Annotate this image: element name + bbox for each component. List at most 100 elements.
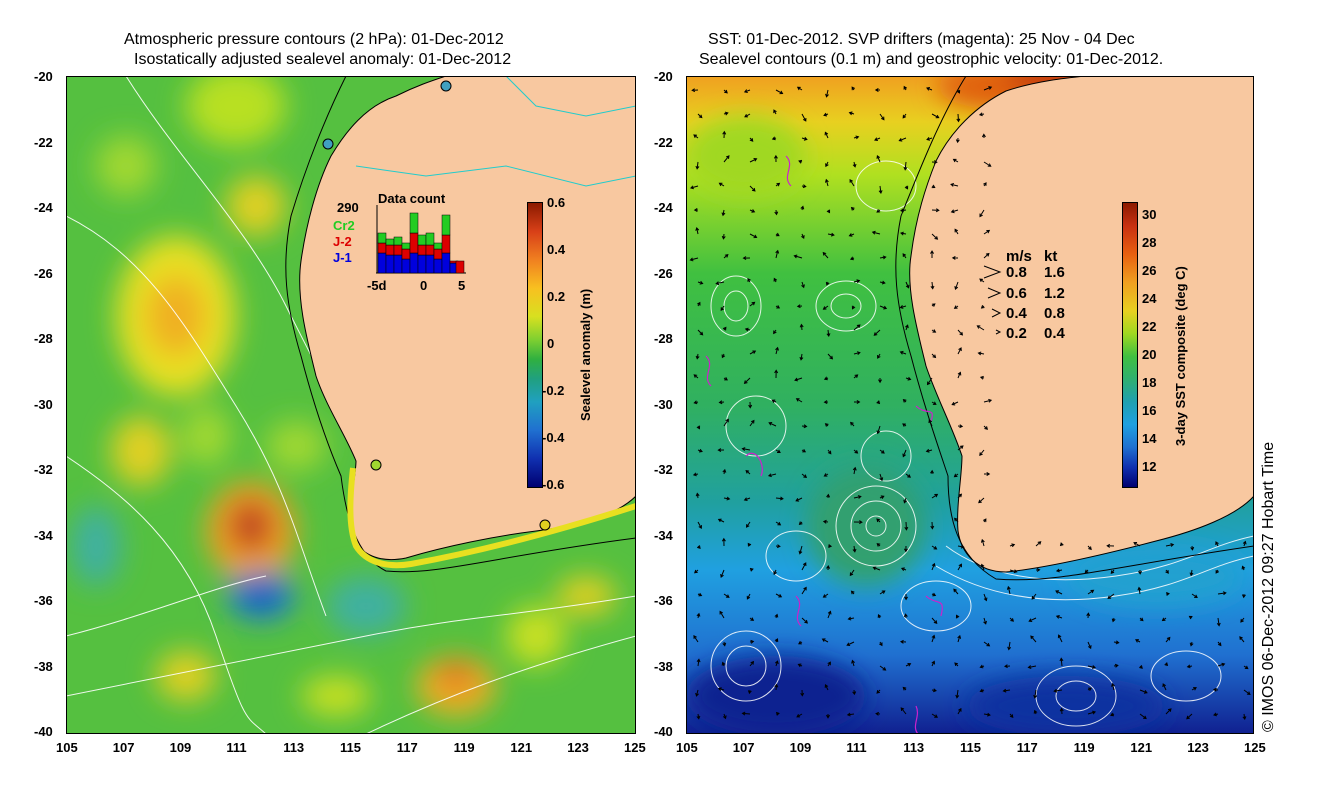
- velocity-arrow: [689, 257, 699, 262]
- velocity-arrow: [957, 329, 964, 336]
- velocity-arrow: [1031, 593, 1037, 600]
- inset-title: Data count: [378, 191, 446, 206]
- velocity-arrow: [979, 664, 985, 669]
- velocity-arrow: [774, 613, 779, 619]
- colorbar-tick-label: 12: [1142, 459, 1157, 474]
- velocity-arrow: [749, 209, 756, 213]
- left-title-line1: Atmospheric pressure contours (2 hPa): 0…: [124, 31, 504, 48]
- velocity-arrow: [957, 424, 964, 429]
- velocity-arrow: [774, 209, 779, 216]
- velocity-arrow: [697, 280, 704, 285]
- velocity-legend-header-ms: m/s: [1006, 248, 1032, 265]
- y-tick-label: -32: [654, 462, 673, 477]
- velocity-arrow: [1035, 541, 1042, 547]
- velocity-arrow: [902, 423, 907, 427]
- velocity-arrow: [876, 543, 881, 547]
- velocity-arrow: [723, 155, 730, 163]
- velocity-arrow: [749, 301, 756, 307]
- velocity-arrow: [955, 614, 960, 619]
- velocity-arrow: [693, 208, 699, 213]
- velocity-arrow: [771, 136, 777, 141]
- y-tick-label: -22: [34, 134, 53, 150]
- x-tick-label: 107: [732, 740, 755, 755]
- velocity-arrow: [824, 178, 829, 187]
- velocity-arrow: [1165, 708, 1172, 715]
- velocity-arrow: [1241, 565, 1246, 571]
- velocity-arrow: [827, 449, 832, 455]
- velocity-arrow: [695, 492, 700, 499]
- velocity-arrow: [744, 327, 751, 332]
- velocity-arrow: [1057, 634, 1063, 643]
- velocity-arrow: [1009, 543, 1016, 548]
- velocity-arrow: [1087, 710, 1097, 715]
- velocity-arrow: [904, 593, 909, 601]
- velocity-arrow: [980, 563, 985, 571]
- velocity-arrow: [771, 399, 777, 404]
- velocity-arrow: [774, 369, 779, 379]
- velocity-arrow: [1006, 585, 1011, 595]
- inset-x-tick-0: 0: [420, 278, 428, 293]
- velocity-arrow: [983, 398, 993, 403]
- velocity-arrow: [721, 661, 726, 667]
- velocity-arrow: [827, 232, 835, 237]
- y-tick-label: -28: [654, 331, 673, 346]
- velocity-arrow: [823, 376, 829, 381]
- velocity-arrow: [879, 665, 887, 671]
- velocity-arrow: [1165, 569, 1169, 574]
- velocity-arrow: [905, 324, 909, 331]
- velocity-arrow: [931, 329, 937, 333]
- x-tick-label: 105: [676, 740, 698, 755]
- velocity-arrow: [931, 634, 936, 643]
- velocity-arrow: [773, 329, 777, 335]
- velocity-arrow: [697, 113, 703, 119]
- velocity-arrow: [978, 497, 985, 504]
- velocity-arrow: [853, 495, 862, 499]
- velocity-arrow: [748, 401, 753, 409]
- y-tick-label: -30: [34, 396, 53, 412]
- velocity-arrow: [979, 209, 985, 218]
- velocity-arrow: [931, 562, 936, 571]
- velocity-arrow: [954, 517, 959, 523]
- velocity-arrow: [1216, 617, 1221, 627]
- left-title-line2: Isostatically adjusted sealevel anomaly:…: [134, 51, 512, 68]
- velocity-arrow: [1111, 682, 1115, 691]
- velocity-arrow: [931, 617, 938, 624]
- velocity-arrow: [720, 305, 725, 312]
- velocity-arrow: [775, 449, 781, 454]
- velocity-arrow: [983, 641, 991, 647]
- colorbar-tick-label: 18: [1142, 375, 1157, 390]
- velocity-arrow: [1164, 662, 1169, 667]
- velocity-arrow: [978, 112, 985, 117]
- x-tick-label: 125: [624, 740, 646, 755]
- velocity-arrow: [695, 161, 700, 170]
- colorbar-tick-label: -0.6: [542, 477, 565, 492]
- velocity-arrow: [742, 256, 751, 261]
- velocity-arrow: [931, 493, 939, 499]
- velocity-arrow: [852, 689, 857, 696]
- velocity-arrow: [1087, 687, 1092, 692]
- velocity-arrow: [773, 154, 778, 163]
- velocity-arrow: [749, 419, 755, 427]
- velocity-arrow: [925, 448, 933, 453]
- velocity-arrow: [1007, 641, 1012, 651]
- right-shelf-break: [895, 76, 1254, 581]
- colorbar-tick-label: 0.4: [547, 242, 566, 257]
- velocity-arrow: [899, 639, 907, 644]
- velocity-arrow: [801, 233, 805, 240]
- velocity-arrow: [1084, 569, 1089, 574]
- velocity-arrow: [898, 137, 907, 142]
- velocity-arrow: [775, 346, 779, 355]
- velocity-arrow: [931, 233, 939, 240]
- velocity-arrow: [720, 569, 725, 578]
- velocity-arrow: [774, 683, 779, 691]
- velocity-arrow: [902, 253, 907, 259]
- velocity-arrow: [879, 449, 885, 454]
- velocity-arrow: [983, 472, 991, 476]
- velocity-arrow: [903, 85, 908, 91]
- velocity-arrow: [1217, 641, 1222, 647]
- colorbar-tick-label: 20: [1142, 347, 1157, 362]
- velocity-arrow: [1110, 569, 1115, 575]
- velocity-arrow: [931, 688, 937, 693]
- velocity-arrow: [1212, 687, 1219, 692]
- velocity-arrow: [872, 566, 881, 571]
